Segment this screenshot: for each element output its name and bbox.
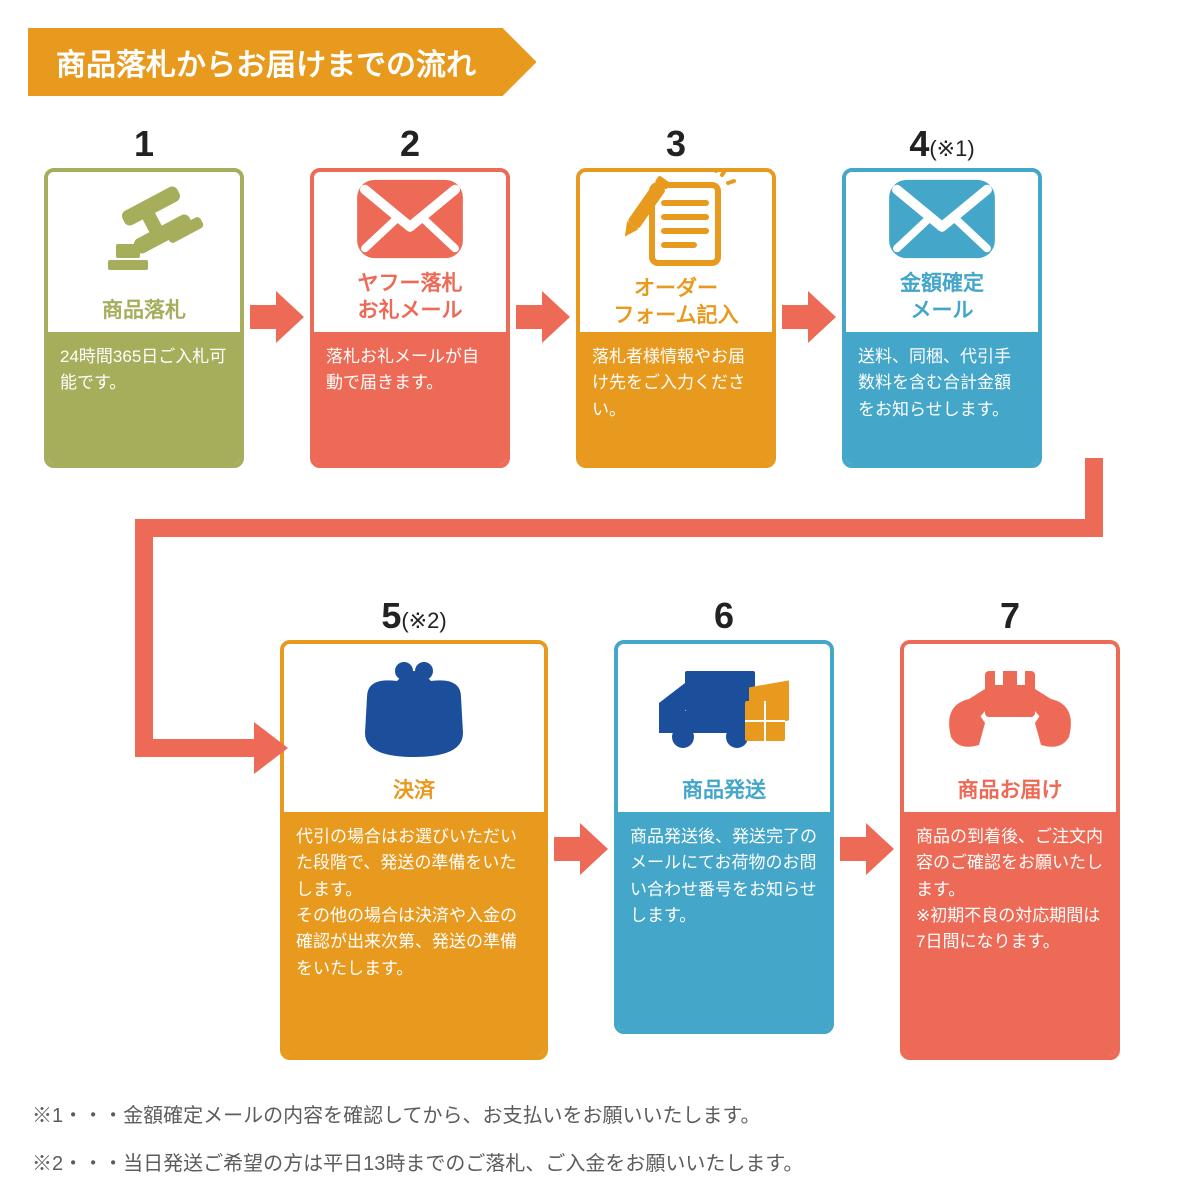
row2-spacer <box>44 598 280 1060</box>
step-icon <box>84 172 204 293</box>
step-card: 商品落札24時間365日ご入札可能です。 <box>44 168 244 468</box>
flow-arrow <box>514 291 572 343</box>
step-card: ヤフー落札 お礼メール落札お礼メールが自動で届きます。 <box>310 168 510 468</box>
step-icon <box>351 172 469 266</box>
step-desc: 落札者様情報やお届け先をご入力ください。 <box>580 332 772 464</box>
step-number: 4(※1) <box>909 126 974 162</box>
step-icon <box>883 172 1001 266</box>
flow-arrow <box>780 291 838 343</box>
step-title: ヤフー落札 お礼メール <box>354 266 467 333</box>
step-3: 3 オーダー フォーム記入落札者様情報やお届け先をご入力ください。 <box>576 126 776 468</box>
step-card: 金額確定 メール送料、同梱、代引手数料を含む合計金額をお知らせします。 <box>842 168 1042 468</box>
step-title: オーダー フォーム記入 <box>609 271 742 338</box>
step-icon <box>616 168 736 271</box>
step-icon-area: オーダー フォーム記入 <box>580 172 772 332</box>
step-icon-area: 商品落札 <box>48 172 240 332</box>
step-4: 4(※1) 金額確定 メール送料、同梱、代引手数料を含む合計金額をお知らせします… <box>842 126 1042 468</box>
step-desc: 商品発送後、発送完了のメールにてお荷物のお問い合わせ番号をお知らせします。 <box>618 812 830 1030</box>
footnote: ※2・・・当日発送ご希望の方は平日13時までのご落札、ご入金をお願いいたします。 <box>32 1140 1172 1188</box>
step-number: 2 <box>400 126 420 162</box>
step-number: 3 <box>666 126 686 162</box>
flow-arrow <box>248 291 306 343</box>
step-desc: 商品の到着後、ご注文内容のご確認をお願いたします。 ※初期不良の対応期間は7日間… <box>904 812 1116 1056</box>
step-2: 2 ヤフー落札 お礼メール落札お礼メールが自動で届きます。 <box>310 126 510 468</box>
step-icon-area: ヤフー落札 お礼メール <box>314 172 506 332</box>
step-desc: 落札お礼メールが自動で届きます。 <box>314 332 506 464</box>
banner-title: 商品落札からお届けまでの流れ <box>28 28 536 96</box>
step-card: オーダー フォーム記入落札者様情報やお届け先をご入力ください。 <box>576 168 776 468</box>
flow-arrow <box>552 823 610 875</box>
step-icon-area: 金額確定 メール <box>846 172 1038 332</box>
step-desc: 代引の場合はお選びいただいた段階で、発送の準備をいたします。 その他の場合は決済… <box>284 812 544 1056</box>
step-title: 商品落札 <box>98 293 190 332</box>
footnotes: ※1・・・金額確定メールの内容を確認してから、お支払いをお願いいたします。※2・… <box>32 1092 1172 1188</box>
step-desc: 送料、同梱、代引手数料を含む合計金額をお知らせします。 <box>846 332 1038 464</box>
step-number: 1 <box>134 126 154 162</box>
flow-arrow <box>838 823 896 875</box>
step-1: 1 商品落札24時間365日ご入札可能です。 <box>44 126 244 468</box>
flow-connector <box>44 468 1172 578</box>
footnote: ※1・・・金額確定メールの内容を確認してから、お支払いをお願いいたします。 <box>32 1092 1172 1140</box>
step-desc: 24時間365日ご入札可能です。 <box>48 332 240 464</box>
step-title: 金額確定 メール <box>896 266 988 333</box>
flow-row-1: 1 商品落札24時間365日ご入札可能です。 2 ヤフー落札 お礼メール落札お礼… <box>44 126 1172 468</box>
